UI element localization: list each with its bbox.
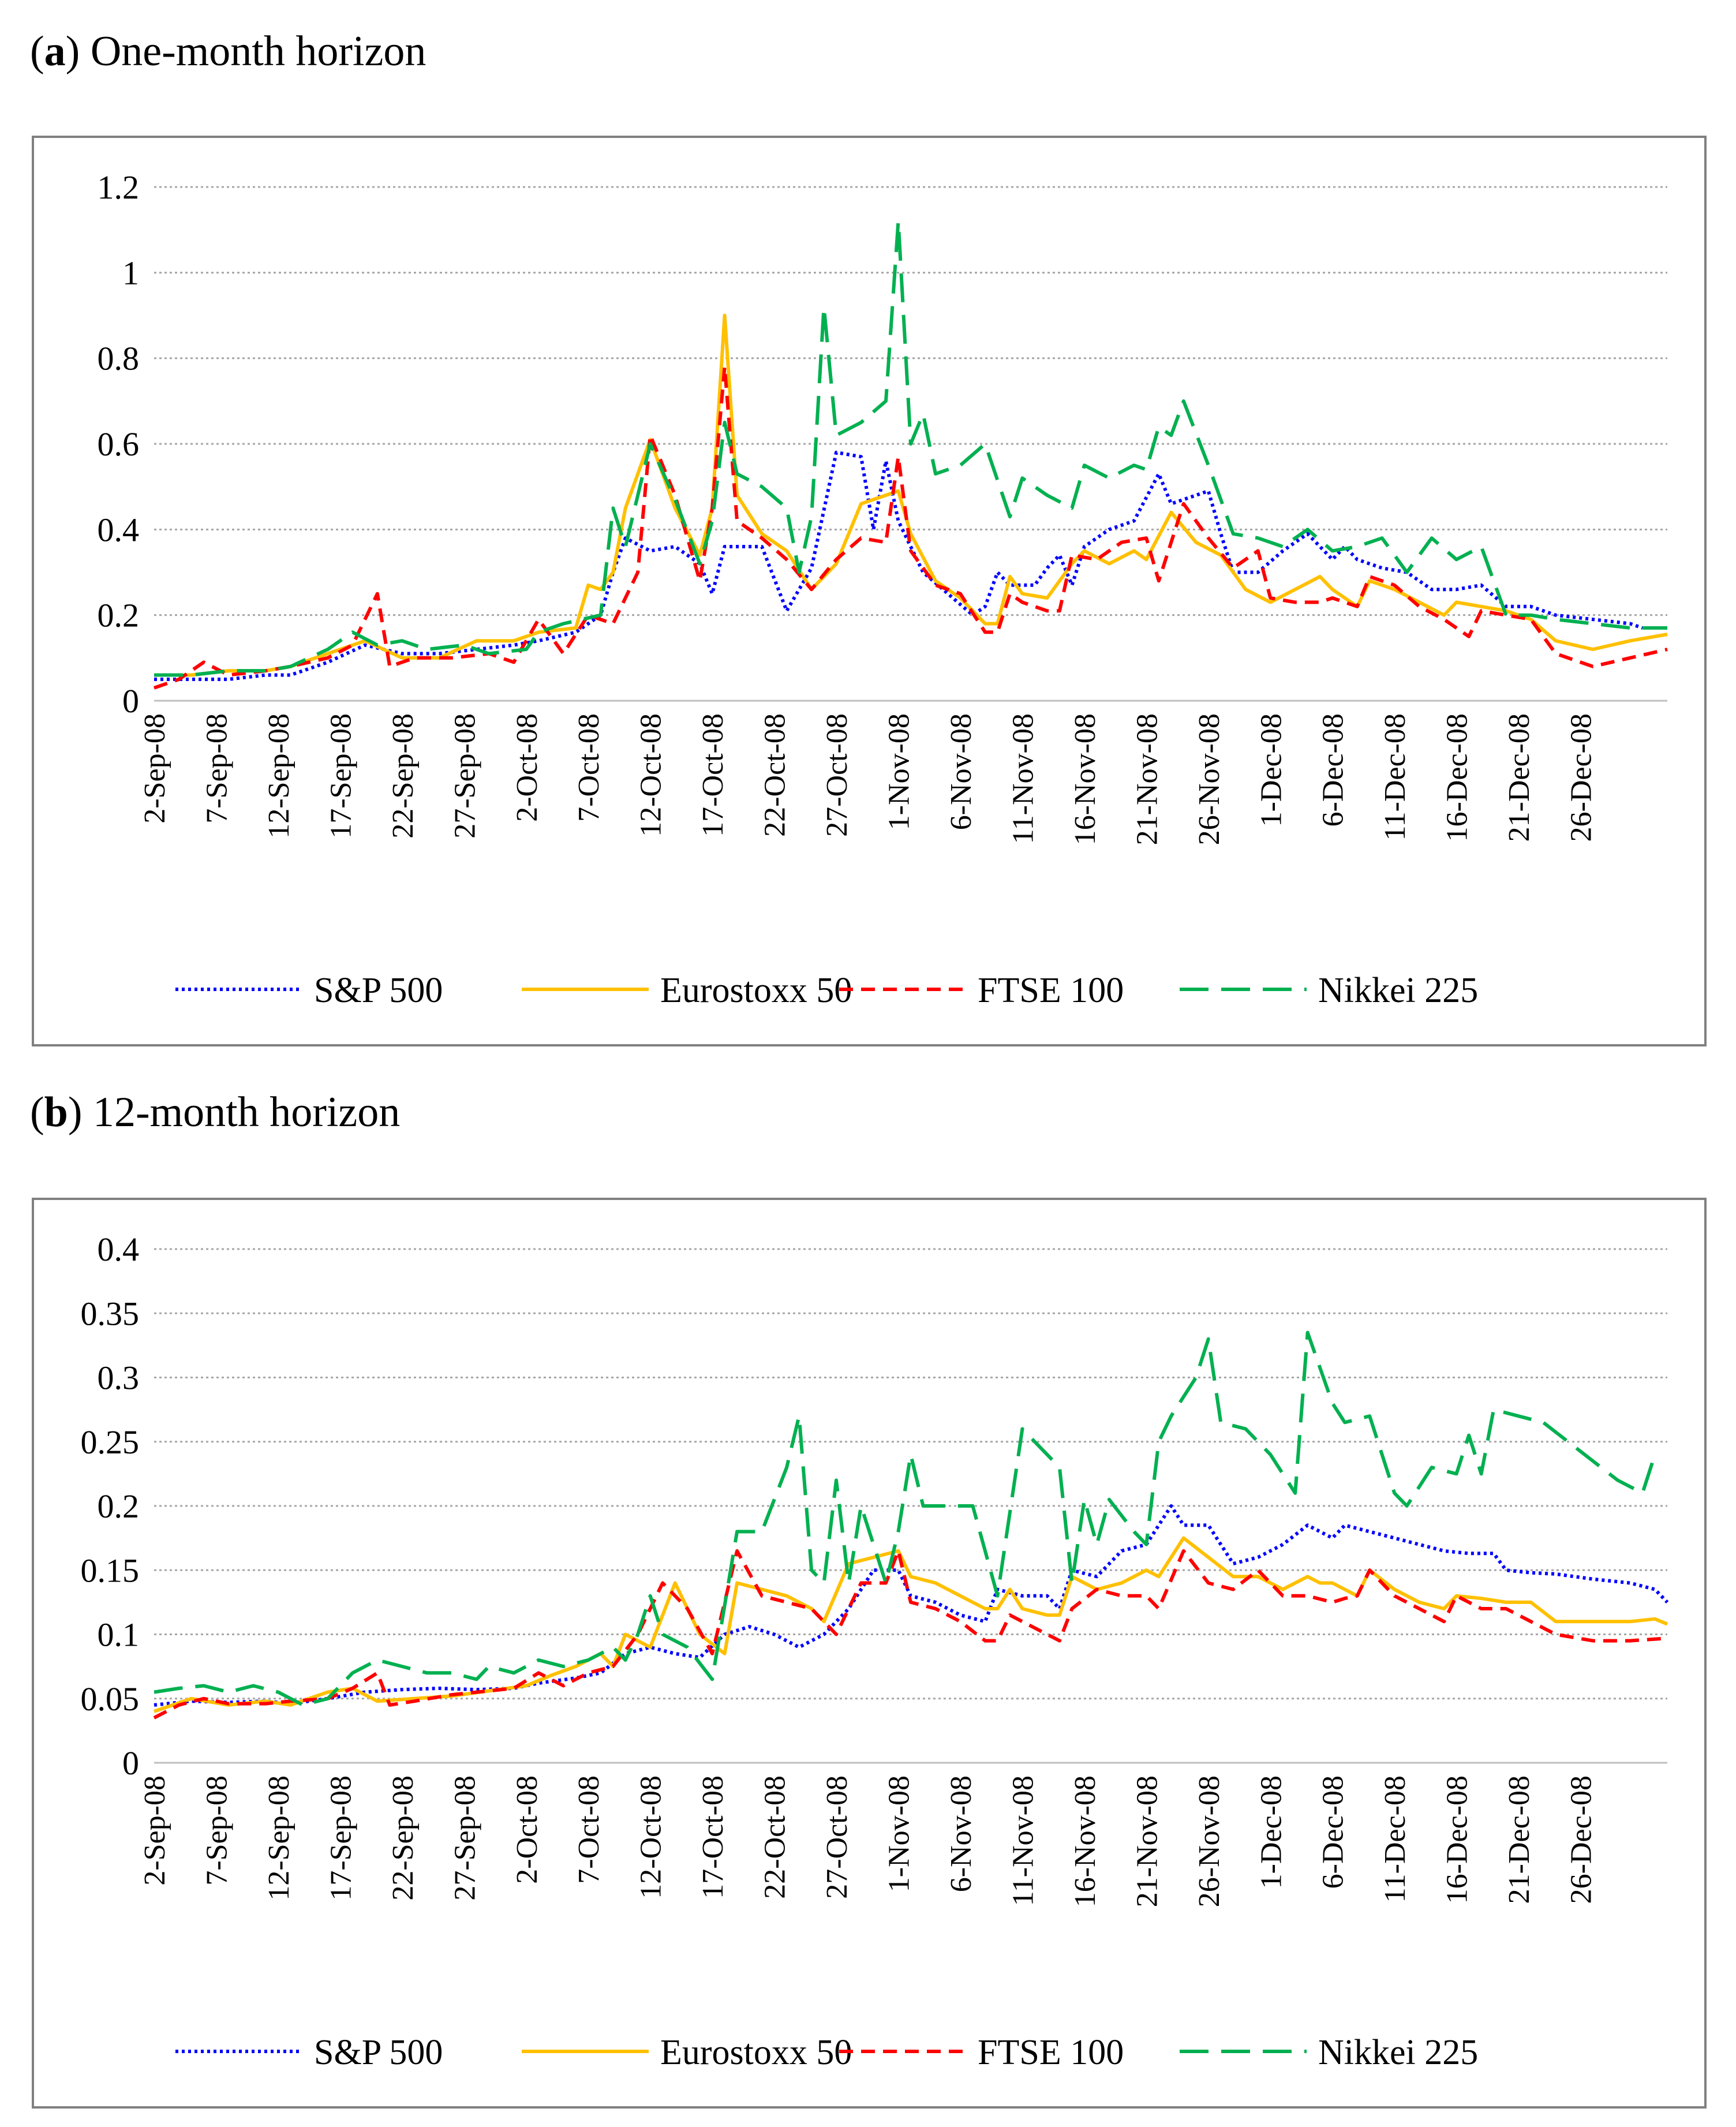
y-tick-label: 0.15 [81, 1552, 140, 1589]
x-tick-label: 27-Sep-08 [448, 713, 481, 839]
x-tick-label: 12-Oct-08 [635, 1775, 668, 1899]
series-line-0 [154, 450, 1643, 681]
y-tick-label: 0 [122, 1744, 139, 1782]
x-tick-label: 2-Oct-08 [511, 713, 544, 822]
series-line-3 [154, 219, 1667, 677]
x-tick-label: 1-Dec-08 [1255, 1775, 1288, 1889]
x-tick-label: 27-Oct-08 [821, 1775, 854, 1899]
chart-1-legend: S&P 500 Eurostoxx 50 FTSE 100 Nikkei 225 [175, 2033, 1478, 2072]
y-tick-label: 0 [122, 682, 139, 720]
legend-label: S&P 500 [314, 971, 443, 1010]
x-tick-label: 26-Nov-08 [1193, 713, 1226, 845]
chart-a-frame: 0 0.2 0.4 0.6 0.8 1 1.2 2-Sep-08 7-Sep-08 12-Sep-… [32, 136, 1707, 1046]
x-tick-label: 16-Dec-08 [1441, 713, 1474, 842]
y-tick-label: 0.35 [81, 1295, 140, 1332]
x-tick-label: 11-Dec-08 [1379, 713, 1412, 840]
x-tick-label: 7-Sep-08 [200, 713, 233, 824]
series-line-0 [154, 1504, 1669, 1707]
y-tick-label: 0.6 [98, 425, 140, 463]
x-tick-label: 27-Sep-08 [448, 1775, 481, 1901]
y-tick-label: 0.4 [98, 511, 140, 548]
chart-b-frame: 0 0.05 0.1 0.15 0.2 0.25 0.3 0.35 0.4 2-Sep-08 7-S… [32, 1198, 1707, 2109]
legend-label: Nikkei 225 [1318, 2033, 1478, 2072]
y-tick-label: 0.1 [98, 1616, 140, 1654]
y-tick-label: 0.2 [98, 1487, 140, 1525]
x-tick-label: 21-Dec-08 [1503, 713, 1536, 842]
x-tick-label: 7-Oct-08 [573, 1775, 605, 1884]
legend-label: FTSE 100 [978, 2033, 1124, 2072]
chart-a: 0 0.2 0.4 0.6 0.8 1 1.2 2-Sep-08 7-Sep-08 12-Sep-… [98, 169, 1668, 1010]
x-tick-label: 1-Nov-08 [883, 1775, 916, 1892]
x-tick-label: 2-Sep-08 [139, 713, 171, 824]
x-tick-label: 6-Dec-08 [1317, 713, 1350, 827]
legend-label: FTSE 100 [978, 971, 1124, 1010]
x-tick-label: 22-Oct-08 [759, 1775, 792, 1899]
x-tick-label: 26-Nov-08 [1193, 1775, 1226, 1907]
legend-label: Nikkei 225 [1318, 971, 1478, 1010]
y-tick-label: 0.2 [98, 597, 140, 634]
x-tick-label: 26-Dec-08 [1565, 1775, 1598, 1904]
series-line-2 [153, 1549, 1668, 1719]
x-tick-label: 6-Nov-08 [945, 1775, 978, 1892]
x-tick-label: 12-Sep-08 [263, 713, 295, 839]
x-tick-label: 6-Nov-08 [945, 713, 978, 830]
series-line-3 [154, 1330, 1657, 1707]
x-tick-label: 11-Nov-08 [1007, 1775, 1039, 1906]
panel-b-title: (b) 12-month horizon [30, 1089, 401, 1136]
series-line-1 [154, 1536, 1668, 1713]
chart-0-plot: 0 0.2 0.4 0.6 0.8 1 1.2 2-Sep-08 7-Sep-08 12-Sep-… [98, 169, 1668, 845]
y-tick-label: 0.05 [81, 1680, 140, 1718]
x-tick-label: 17-Sep-08 [324, 1775, 357, 1901]
y-tick-label: 0.25 [81, 1423, 140, 1461]
x-tick-label: 21-Nov-08 [1131, 713, 1163, 845]
x-tick-label: 7-Sep-08 [200, 1775, 233, 1886]
x-tick-label: 7-Oct-08 [573, 713, 605, 822]
x-tick-label: 12-Oct-08 [635, 713, 668, 837]
x-tick-label: 21-Nov-08 [1131, 1775, 1163, 1907]
x-tick-label: 17-Sep-08 [324, 713, 357, 839]
x-tick-label: 21-Dec-08 [1503, 1775, 1536, 1904]
x-tick-label: 1-Nov-08 [883, 713, 916, 830]
x-tick-label: 11-Nov-08 [1007, 713, 1039, 844]
legend-label: Eurostoxx 50 [660, 2033, 852, 2072]
x-tick-label: 11-Dec-08 [1379, 1775, 1412, 1902]
x-tick-label: 27-Oct-08 [821, 713, 854, 837]
x-tick-label: 2-Oct-08 [511, 1775, 544, 1884]
legend-label: Eurostoxx 50 [660, 971, 852, 1010]
x-tick-label: 2-Sep-08 [139, 1775, 171, 1886]
x-tick-label: 26-Dec-08 [1565, 713, 1598, 842]
y-tick-label: 1 [122, 254, 139, 291]
x-tick-label: 22-Sep-08 [387, 1775, 420, 1901]
y-tick-label: 1.2 [98, 169, 140, 206]
x-tick-label: 12-Sep-08 [263, 1775, 295, 1901]
x-tick-label: 16-Dec-08 [1441, 1775, 1474, 1904]
x-tick-label: 16-Nov-08 [1069, 713, 1102, 845]
x-tick-label: 6-Dec-08 [1317, 1775, 1350, 1889]
chart-1-plot: 0 0.05 0.1 0.15 0.2 0.25 0.3 0.35 0.4 2-Sep-08 7-S… [81, 1231, 1669, 1907]
x-tick-label: 1-Dec-08 [1255, 713, 1288, 827]
series-line-2 [154, 365, 1668, 690]
x-tick-label: 17-Oct-08 [697, 1775, 729, 1899]
y-tick-label: 0.4 [98, 1231, 140, 1268]
legend-label: S&P 500 [314, 2033, 443, 2072]
y-tick-label: 0.8 [98, 340, 140, 377]
y-tick-label: 0.3 [98, 1359, 140, 1397]
panel-a-title: (a) One-month horizon [30, 28, 426, 75]
chart-0-legend: S&P 500 Eurostoxx 50 FTSE 100 Nikkei 225 [175, 971, 1478, 1010]
chart-b: 0 0.05 0.1 0.15 0.2 0.25 0.3 0.35 0.4 2-Sep-08 7-S… [81, 1231, 1669, 2072]
x-tick-label: 16-Nov-08 [1069, 1775, 1102, 1907]
x-tick-label: 17-Oct-08 [697, 713, 729, 837]
x-tick-label: 22-Oct-08 [759, 713, 792, 837]
x-tick-label: 22-Sep-08 [387, 713, 420, 839]
